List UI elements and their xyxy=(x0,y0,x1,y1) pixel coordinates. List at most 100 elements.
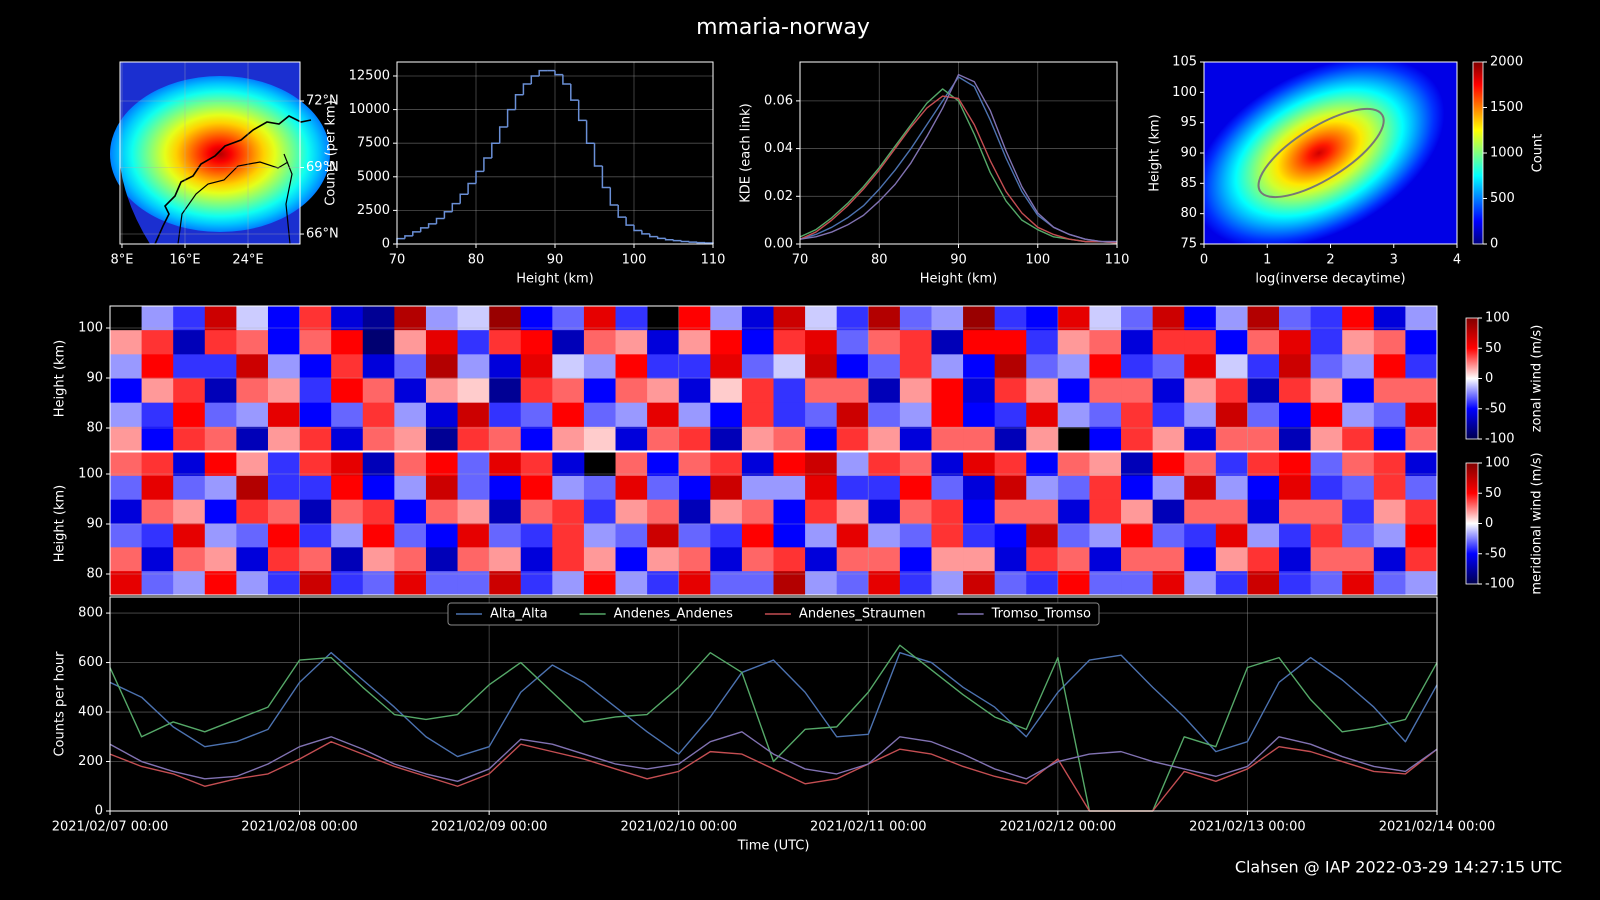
heatmap-cell xyxy=(836,402,869,428)
heatmap-cell xyxy=(1342,402,1375,428)
map-density xyxy=(110,76,330,232)
heatmap-cell xyxy=(362,499,395,524)
heatmap-cell xyxy=(1057,523,1090,548)
heatmap-cell xyxy=(773,547,806,572)
histogram-step xyxy=(570,84,579,101)
y-tick-label: 90 xyxy=(86,517,103,532)
heatmap-cell xyxy=(141,523,174,548)
heatmap-cell xyxy=(331,426,364,452)
heatmap-cell xyxy=(1184,499,1217,524)
heatmap-cell xyxy=(1121,571,1154,596)
axes-frame xyxy=(109,451,1438,596)
heatmap-cell xyxy=(710,499,743,524)
heatmap-cell xyxy=(931,426,964,452)
heatmap-cell xyxy=(394,402,427,428)
heatmap-cell xyxy=(1152,499,1185,524)
heatmap-cell xyxy=(994,499,1027,524)
x-axis-label: Height (km) xyxy=(516,272,593,287)
histogram-step xyxy=(427,223,437,228)
heatmap-cell xyxy=(836,306,869,331)
heatmap-cell xyxy=(141,330,174,355)
heatmap-cell xyxy=(1247,378,1280,404)
heatmap-cell xyxy=(552,452,585,477)
heatmap-cell xyxy=(805,499,838,524)
heatmap-cell xyxy=(710,426,743,452)
heatmap-cell xyxy=(1405,378,1438,404)
heatmap-cell xyxy=(741,452,774,477)
heatmap-cell xyxy=(457,452,490,477)
colorbar xyxy=(1472,61,1484,245)
heatmap-cell xyxy=(552,547,585,572)
heatmap-cell xyxy=(457,499,490,524)
histogram-step xyxy=(664,238,674,241)
heatmap-cell xyxy=(899,499,932,524)
heatmap-cell xyxy=(236,523,269,548)
heatmap-cell xyxy=(1026,402,1059,428)
heatmap-cell xyxy=(299,306,332,331)
heatmap-cell xyxy=(1310,475,1343,501)
heatmap-cell xyxy=(615,475,648,501)
heatmap-cell xyxy=(805,378,838,404)
heatmap-cell xyxy=(868,402,901,428)
heatmap-cell xyxy=(931,330,964,355)
heatmap-cell xyxy=(394,499,427,524)
histogram-step xyxy=(696,241,706,244)
heatmap-cell xyxy=(1373,499,1406,524)
heatmap-cell xyxy=(1152,378,1185,404)
heatmap-cell xyxy=(963,475,996,501)
y-axis-label: Height (km) xyxy=(53,485,68,562)
heatmap-cell xyxy=(710,402,743,428)
histogram-step xyxy=(562,74,571,85)
heatmap-cell xyxy=(552,306,585,331)
heatmap-cell xyxy=(583,354,616,379)
density-group xyxy=(1204,62,1457,244)
x-tick-label: 2021/02/14 00:00 xyxy=(1379,820,1496,835)
y-axis-label: Counts per hour xyxy=(53,651,68,757)
y-tick-label: 5000 xyxy=(357,169,390,184)
heatmap-cell xyxy=(805,475,838,501)
heatmap-cell xyxy=(1215,452,1248,477)
y-tick-label: 12500 xyxy=(349,68,390,83)
heatmap-cell xyxy=(173,330,206,355)
heatmap-cell xyxy=(299,547,332,572)
heatmap-cell xyxy=(868,475,901,501)
plot-data xyxy=(396,69,714,244)
histogram-step xyxy=(419,227,429,232)
heatmap-cell xyxy=(1026,547,1059,572)
heatmap-cell xyxy=(1373,306,1406,331)
heatmap-cell xyxy=(1310,402,1343,428)
border xyxy=(177,153,293,245)
heatmap-cell xyxy=(425,426,458,452)
heatmap-cell xyxy=(552,499,585,524)
heatmap-cell xyxy=(141,571,174,596)
plot-data xyxy=(109,644,1438,812)
heatmap-cell xyxy=(678,354,711,379)
heatmap-cell xyxy=(868,354,901,379)
heatmap-cell xyxy=(1215,330,1248,355)
x-tick-label: 2 xyxy=(1326,253,1334,268)
x-tick-label: 100 xyxy=(622,253,647,268)
heatmap-cell xyxy=(520,499,553,524)
heatmap-cell xyxy=(331,354,364,379)
colorbar-tick-label: 1000 xyxy=(1490,146,1523,161)
heatmap-cell xyxy=(583,571,616,596)
heatmap-cell xyxy=(173,571,206,596)
heatmap-cell xyxy=(299,330,332,355)
x-axis-label: Height (km) xyxy=(920,272,997,287)
heatmap-cell xyxy=(836,547,869,572)
heatmap-cell xyxy=(204,378,237,404)
heatmap-cell xyxy=(331,452,364,477)
heatmap-cell xyxy=(583,402,616,428)
heatmap-cell xyxy=(110,571,142,596)
heatmap-cell xyxy=(1247,306,1280,331)
y-tick-label: 95 xyxy=(1180,115,1197,130)
heatmap-cell xyxy=(994,452,1027,477)
heatmap-cell xyxy=(1089,452,1122,477)
heatmap-cell xyxy=(868,330,901,355)
histogram-step xyxy=(412,231,421,236)
heatmap-cell xyxy=(425,547,458,572)
heatmap-cell xyxy=(583,426,616,452)
heatmap-cell xyxy=(394,571,427,596)
heatmap-cell xyxy=(1342,499,1375,524)
heatmap-cell xyxy=(1279,571,1312,596)
